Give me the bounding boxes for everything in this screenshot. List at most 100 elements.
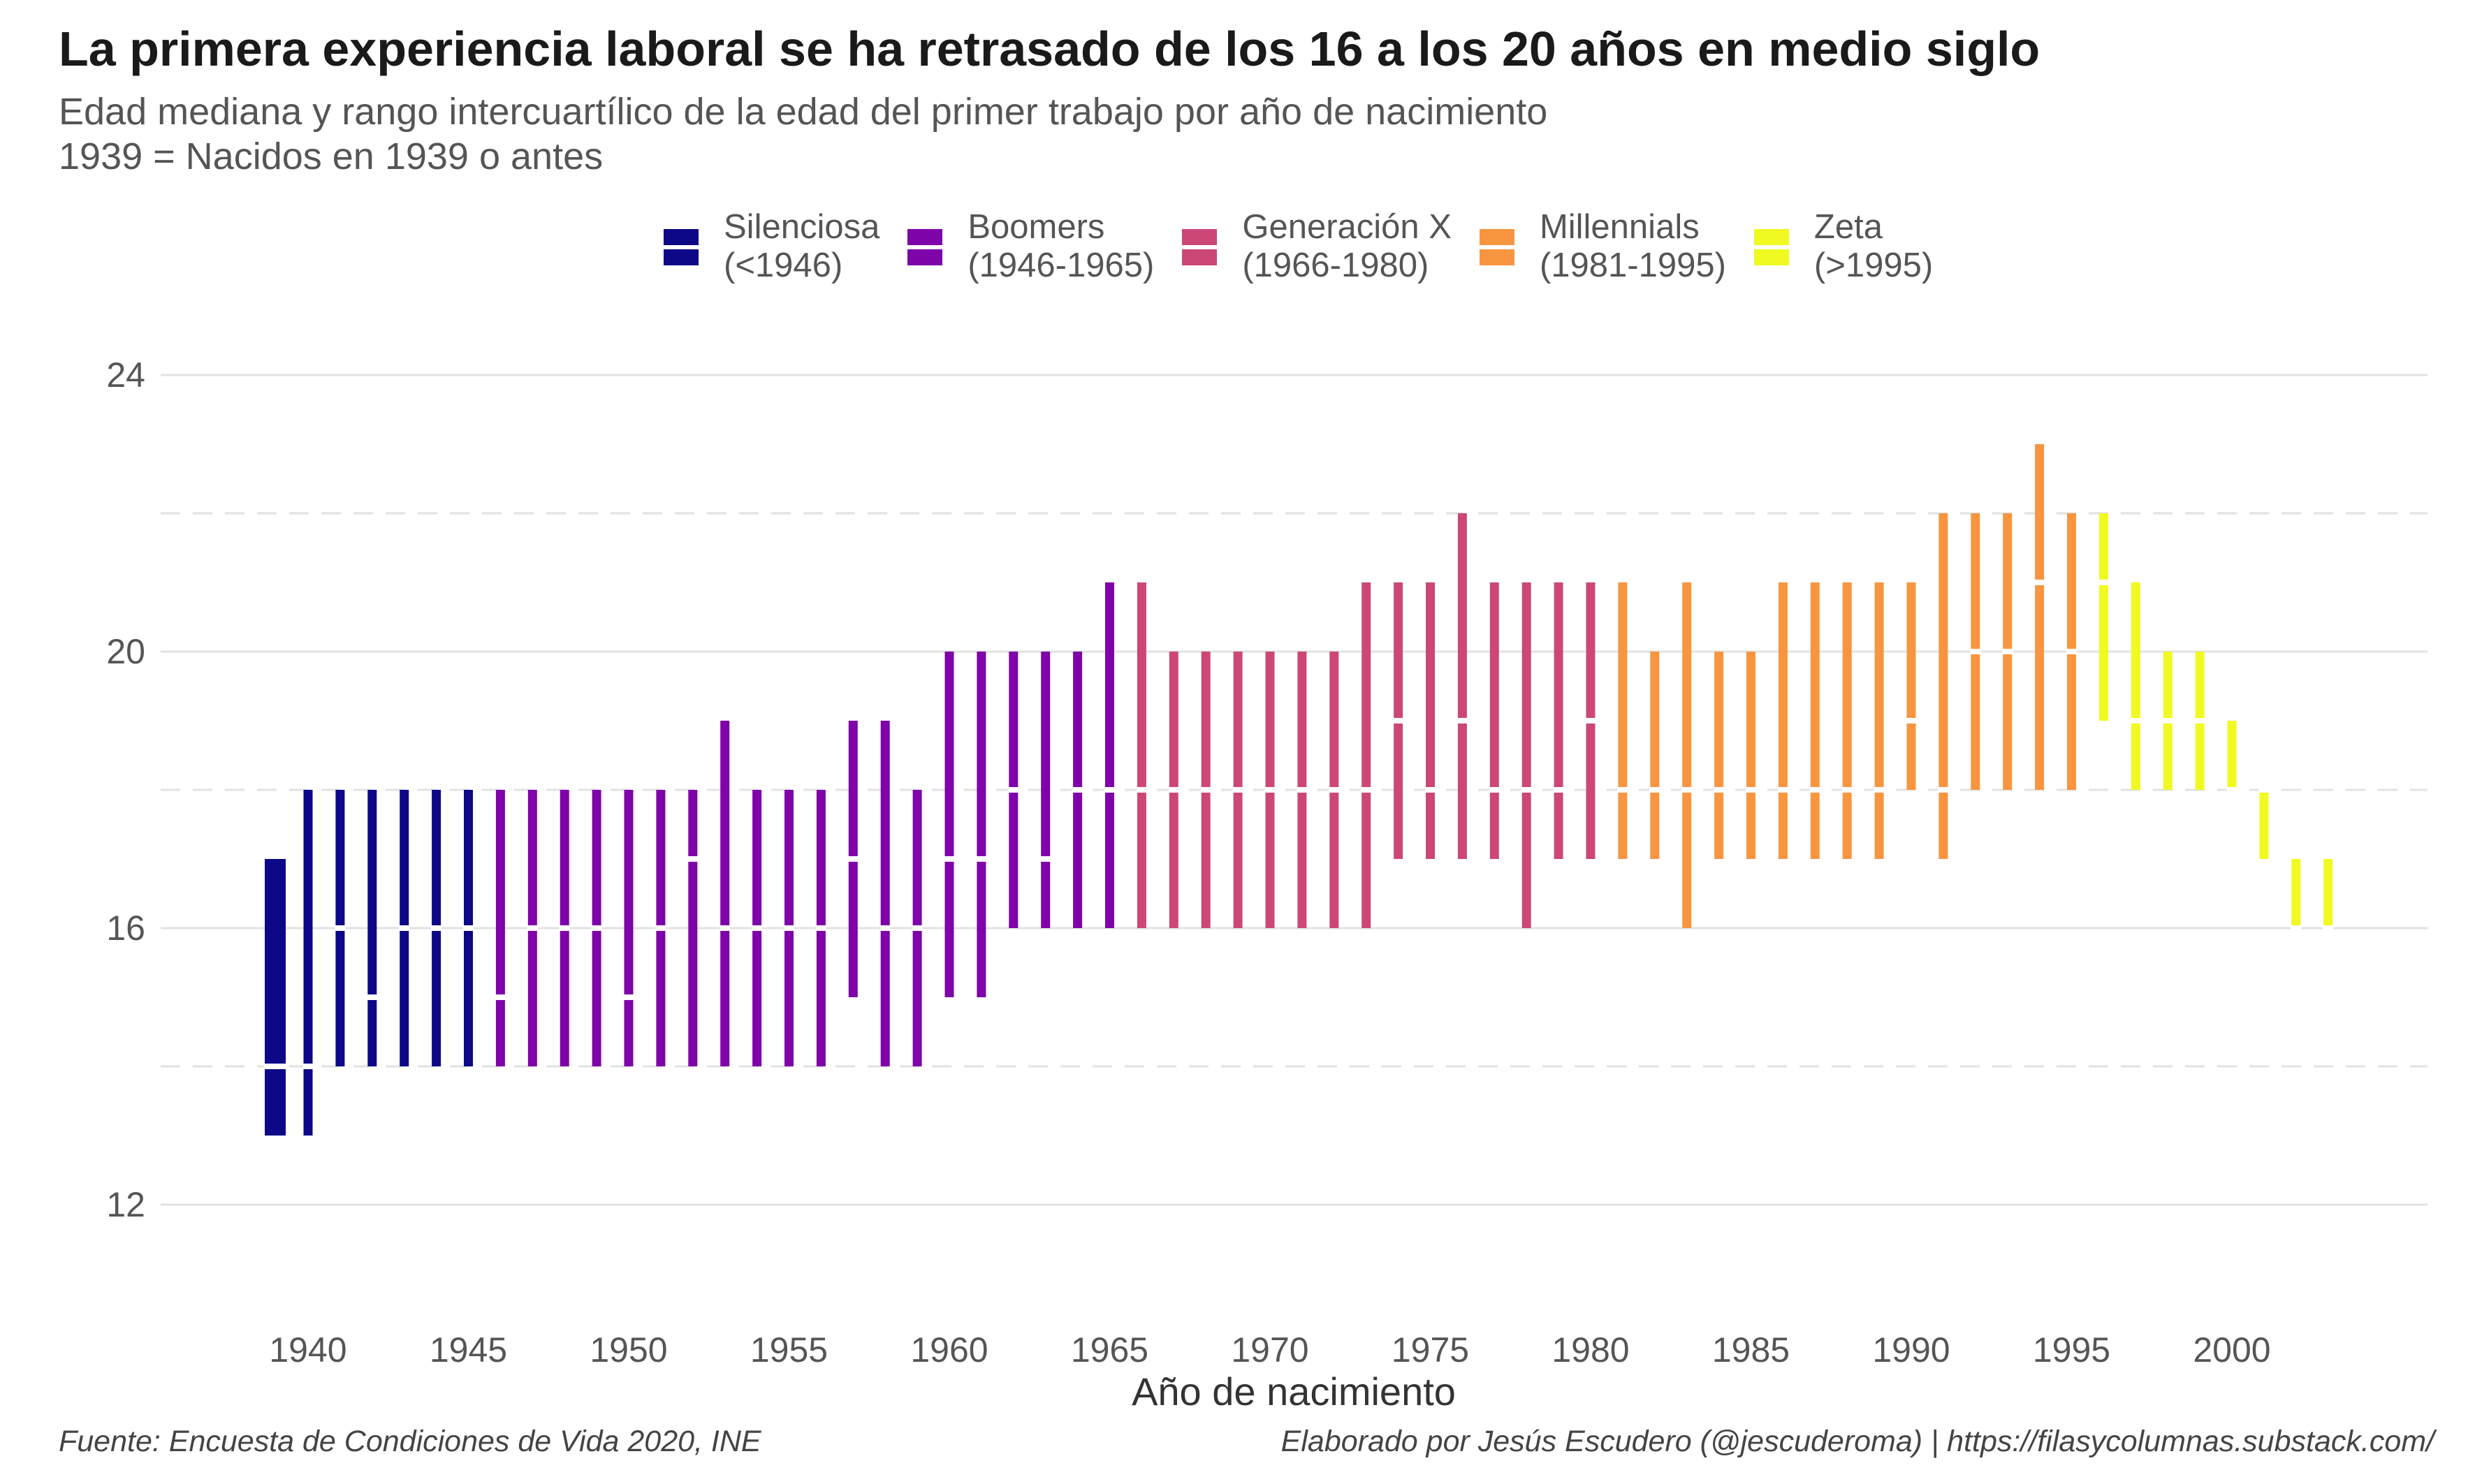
range-bar: [1200, 652, 1211, 928]
median-marker: [1264, 787, 1276, 793]
median-marker: [1874, 787, 1885, 793]
median-marker: [2226, 787, 2237, 793]
legend-key: [664, 229, 699, 265]
median-marker: [944, 856, 955, 862]
range-bar: [302, 790, 314, 1136]
legend: Silenciosa (<1946) Boomers (1946-1965) Gener…: [664, 208, 1933, 285]
range-bar: [2194, 652, 2205, 790]
subtitle-line-2: 1939 = Nacidos en 1939 o antes: [59, 135, 604, 177]
legend-key: [1753, 229, 1789, 265]
median-marker: [1714, 787, 1725, 793]
iqr-bar: [2098, 513, 2108, 721]
range-bar: [1841, 582, 1853, 859]
median-marker: [623, 994, 634, 1000]
iqr-bar: [1650, 652, 1660, 859]
range-bar: [2098, 513, 2109, 721]
range-bar: [367, 790, 378, 1066]
median-marker: [302, 1064, 314, 1069]
x-tick-label: 2000: [2193, 1330, 2270, 1369]
range-bar: [1040, 652, 1051, 928]
median-marker: [1649, 787, 1660, 793]
legend-label-range: (<1946): [724, 247, 843, 284]
source-caption: Fuente: Encuesta de Condiciones de Vida …: [59, 1425, 761, 1458]
range-bar: [976, 652, 987, 997]
legend-key: [1182, 229, 1218, 265]
median-marker: [2034, 580, 2045, 585]
range-bar: [2226, 721, 2237, 793]
x-tick-label: 1940: [269, 1330, 346, 1369]
legend-label-range: (1966-1980): [1242, 247, 1429, 284]
median-marker: [1297, 787, 1308, 793]
legend-label-name: Silenciosa: [724, 208, 880, 246]
iqr-bar: [2227, 721, 2237, 790]
iqr-bar: [1361, 582, 1371, 928]
median-marker: [1104, 787, 1115, 793]
range-bar: [1746, 652, 1756, 859]
range-bar: [1553, 582, 1564, 859]
iqr-bar: [977, 652, 986, 997]
legend-label-range: (1946-1965): [968, 247, 1155, 284]
iqr-bar: [1906, 582, 1916, 790]
range-bar: [1681, 582, 1693, 928]
range-bar: [1425, 582, 1436, 859]
y-tick-label: 20: [106, 632, 145, 671]
legend-label: Boomers (1946-1965): [968, 208, 1154, 285]
range-bar: [655, 790, 666, 1066]
range-bar: [879, 721, 891, 1066]
median-marker: [1232, 787, 1243, 793]
subtitle-line-1: Edad mediana y rango intercuartílico de …: [59, 91, 1548, 133]
median-marker: [1521, 787, 1532, 793]
range-bar: [720, 721, 731, 1066]
median-marker: [1585, 718, 1596, 723]
median-marker: [367, 994, 378, 1000]
range-bar: [1297, 652, 1308, 928]
iqr-bar: [1521, 582, 1531, 928]
median-marker: [527, 925, 538, 931]
legend-item: Millennials (1981-1995): [1479, 208, 1726, 285]
median-marker: [976, 856, 987, 862]
range-bar: [2034, 444, 2045, 790]
median-marker: [912, 925, 923, 931]
median-marker: [1841, 787, 1853, 793]
median-marker: [2002, 649, 2013, 654]
median-marker: [1361, 787, 1372, 793]
median-marker: [2323, 925, 2334, 931]
range-bar: [1906, 582, 1917, 790]
y-tick-label: 24: [106, 355, 145, 395]
author-caption: Elaborado por Jesús Escudero (@jescudero…: [1280, 1425, 2434, 1458]
x-tick-label: 1960: [910, 1330, 988, 1369]
range-bar: [463, 790, 474, 1066]
median-marker: [1681, 787, 1693, 793]
median-marker: [2194, 718, 2205, 723]
iqr-bar: [1939, 513, 1948, 859]
iqr-bar: [1489, 582, 1499, 859]
iqr-bar: [1105, 582, 1114, 928]
x-axis-title: Año de nacimiento: [1132, 1369, 1456, 1413]
median-marker: [1970, 649, 1981, 654]
legend-label: Silenciosa (<1946): [724, 208, 879, 285]
range-bar: [623, 790, 634, 1066]
legend-key: [907, 229, 943, 265]
iqr-bar: [1874, 582, 1884, 859]
x-tick-label: 1970: [1231, 1330, 1308, 1369]
range-bar: [687, 790, 699, 1066]
y-tick-label: 16: [106, 909, 145, 948]
median-marker: [752, 925, 763, 931]
median-marker: [1809, 787, 1820, 793]
range-bar: [1617, 582, 1628, 859]
range-bar: [1104, 582, 1115, 928]
legend-item: Boomers (1946-1965): [907, 208, 1154, 285]
range-bar: [2130, 582, 2141, 790]
legend-label: Generación X (1966-1980): [1242, 208, 1452, 285]
median-marker: [399, 925, 410, 931]
chart-subtitle: Edad mediana y rango intercuartílico de …: [59, 89, 1547, 179]
range-bar: [431, 790, 442, 1066]
median-marker: [1746, 787, 1756, 793]
legend-label-name: Zeta: [1813, 208, 1883, 246]
range-bar: [912, 790, 923, 1066]
iqr-bar: [265, 859, 286, 1136]
range-bar: [2323, 859, 2334, 931]
median-marker: [1393, 718, 1404, 723]
range-bar: [1072, 652, 1083, 928]
